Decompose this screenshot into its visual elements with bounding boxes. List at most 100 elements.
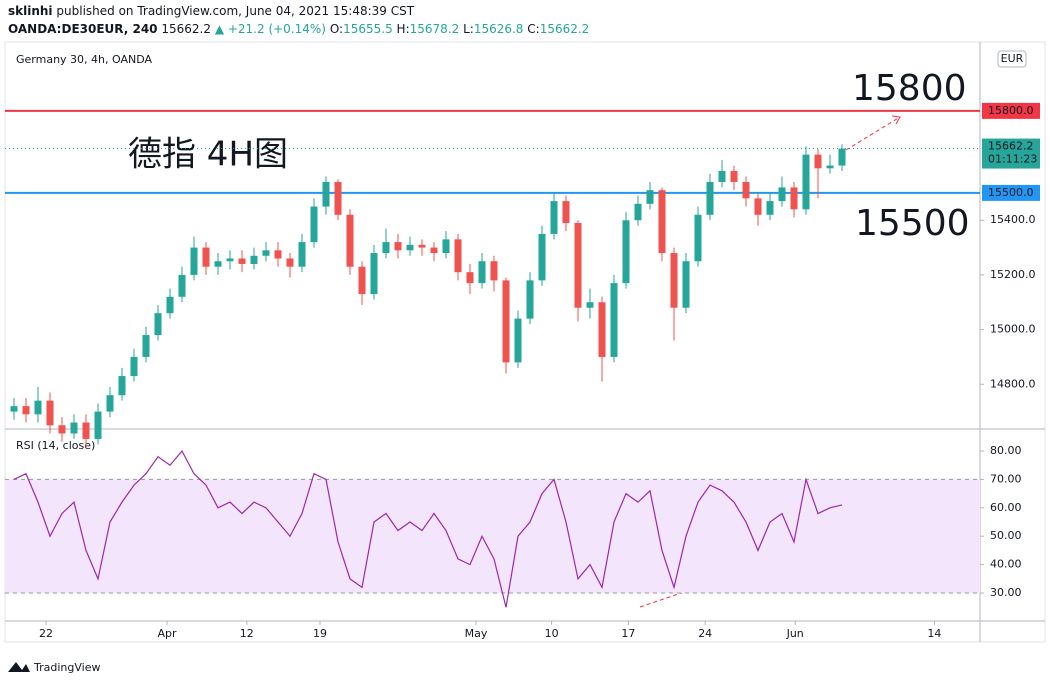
candle-body xyxy=(838,148,846,166)
candle-body xyxy=(34,400,42,415)
candle-body xyxy=(346,214,354,267)
ohlc: O:15655.5 H:15678.2 L:15626.8 C:15662.2 xyxy=(330,22,590,36)
y-tick-label: 40.00 xyxy=(990,558,1022,571)
candle-body xyxy=(154,313,162,336)
ohlc-label: C: xyxy=(527,22,540,36)
frame xyxy=(4,41,1046,643)
candle-body xyxy=(370,253,378,295)
candle-body xyxy=(802,154,810,210)
candle-body xyxy=(610,283,618,357)
candle-body xyxy=(574,222,582,308)
symbol-line: OANDA:DE30EUR, 240 15662.2 ▲ +21.2 (+0.1… xyxy=(8,22,589,36)
candle-body xyxy=(394,242,402,251)
candle-body xyxy=(526,280,534,319)
y-tick-label: 70.00 xyxy=(990,472,1022,485)
rsi-title: RSI (14, close) xyxy=(16,439,95,452)
x-tick-label: 22 xyxy=(39,627,53,640)
candle-body xyxy=(754,198,762,215)
candle-body xyxy=(274,250,282,259)
candle-body xyxy=(466,272,474,284)
candle-body xyxy=(514,318,522,363)
candle-body xyxy=(70,422,78,434)
currency-box xyxy=(997,50,1027,68)
x-tick-label: 14 xyxy=(927,627,941,640)
author: sklinhi xyxy=(8,4,53,18)
logo xyxy=(8,662,30,672)
candle-body xyxy=(646,190,654,204)
candle-body xyxy=(814,154,822,169)
annotation: 15500 xyxy=(855,203,970,244)
y-tick-label: 14800.0 xyxy=(990,377,1036,390)
candle-body xyxy=(718,171,726,182)
rsi-band xyxy=(5,479,980,594)
candle-body xyxy=(10,406,18,412)
candle-body xyxy=(298,242,306,267)
candle-body xyxy=(550,201,558,234)
candle-body xyxy=(430,247,438,254)
candle-body xyxy=(322,181,330,207)
candle-body xyxy=(598,302,606,357)
x-tick-label: Jun xyxy=(786,627,804,640)
y-tick-label: 50.00 xyxy=(990,529,1022,542)
x-tick-label: May xyxy=(465,627,488,640)
y-tick-label: 80.00 xyxy=(990,444,1022,457)
y-tick-label: 60.00 xyxy=(990,501,1022,514)
candle-body xyxy=(130,356,138,377)
y-tick-label: 30.00 xyxy=(990,586,1022,599)
ohlc-value: 15662.2 xyxy=(539,22,590,36)
candle-body xyxy=(658,190,666,254)
ohlc-label: L: xyxy=(463,22,474,36)
candle-body xyxy=(358,266,366,295)
candle-body xyxy=(226,258,234,262)
x-tick-label: Apr xyxy=(157,627,177,640)
candle-body xyxy=(502,280,510,363)
candle-body xyxy=(478,261,486,284)
candle-body xyxy=(562,201,570,223)
published: published on TradingView.com, June 04, 2… xyxy=(56,4,415,18)
candle-body xyxy=(454,239,462,273)
candle-body xyxy=(826,165,834,169)
candle-body xyxy=(46,400,54,426)
ohlc-value: 15678.2 xyxy=(409,22,460,36)
candle-body xyxy=(442,239,450,254)
candle-body xyxy=(766,201,774,215)
trend-arrow xyxy=(845,116,901,151)
brand: TradingView xyxy=(33,661,100,674)
currency: EUR xyxy=(1001,52,1024,65)
ohlc-value: 15655.5 xyxy=(343,22,393,36)
candle-body xyxy=(106,395,114,412)
last-price-box xyxy=(982,138,1040,169)
candle-body xyxy=(538,233,546,281)
arrow-head xyxy=(891,115,901,125)
candle-body xyxy=(730,171,738,182)
candle-body xyxy=(742,181,750,199)
candle-body xyxy=(310,206,318,243)
price: 15662.2 xyxy=(161,22,211,36)
annotation: 德指 4H图 xyxy=(128,135,288,175)
candle-body xyxy=(418,244,426,248)
y-tick-label: 15000.0 xyxy=(990,323,1036,336)
ohlc-value: 15626.8 xyxy=(473,22,524,36)
candle-body xyxy=(178,274,186,297)
symbol: OANDA:DE30EUR, 240 xyxy=(8,22,158,36)
candle-body xyxy=(382,242,390,254)
y-tick-label: 15200.0 xyxy=(990,268,1036,281)
candle-body xyxy=(190,247,198,275)
candle-body xyxy=(82,422,90,439)
candle-body xyxy=(670,253,678,308)
candle-body xyxy=(286,258,294,267)
level-label: 15500.0 xyxy=(988,186,1034,199)
level-label-box xyxy=(982,184,1040,201)
x-tick-label: 10 xyxy=(545,627,559,640)
ohlc-label: O: xyxy=(329,22,344,36)
last-price-label: 15662.2 xyxy=(988,140,1034,153)
candle-body xyxy=(214,261,222,267)
candle-body xyxy=(778,187,786,202)
candle-body xyxy=(202,247,210,267)
rsi-line xyxy=(13,449,843,608)
ohlc-label: H: xyxy=(396,22,410,36)
candle-body xyxy=(250,255,258,264)
candle-body xyxy=(682,261,690,308)
